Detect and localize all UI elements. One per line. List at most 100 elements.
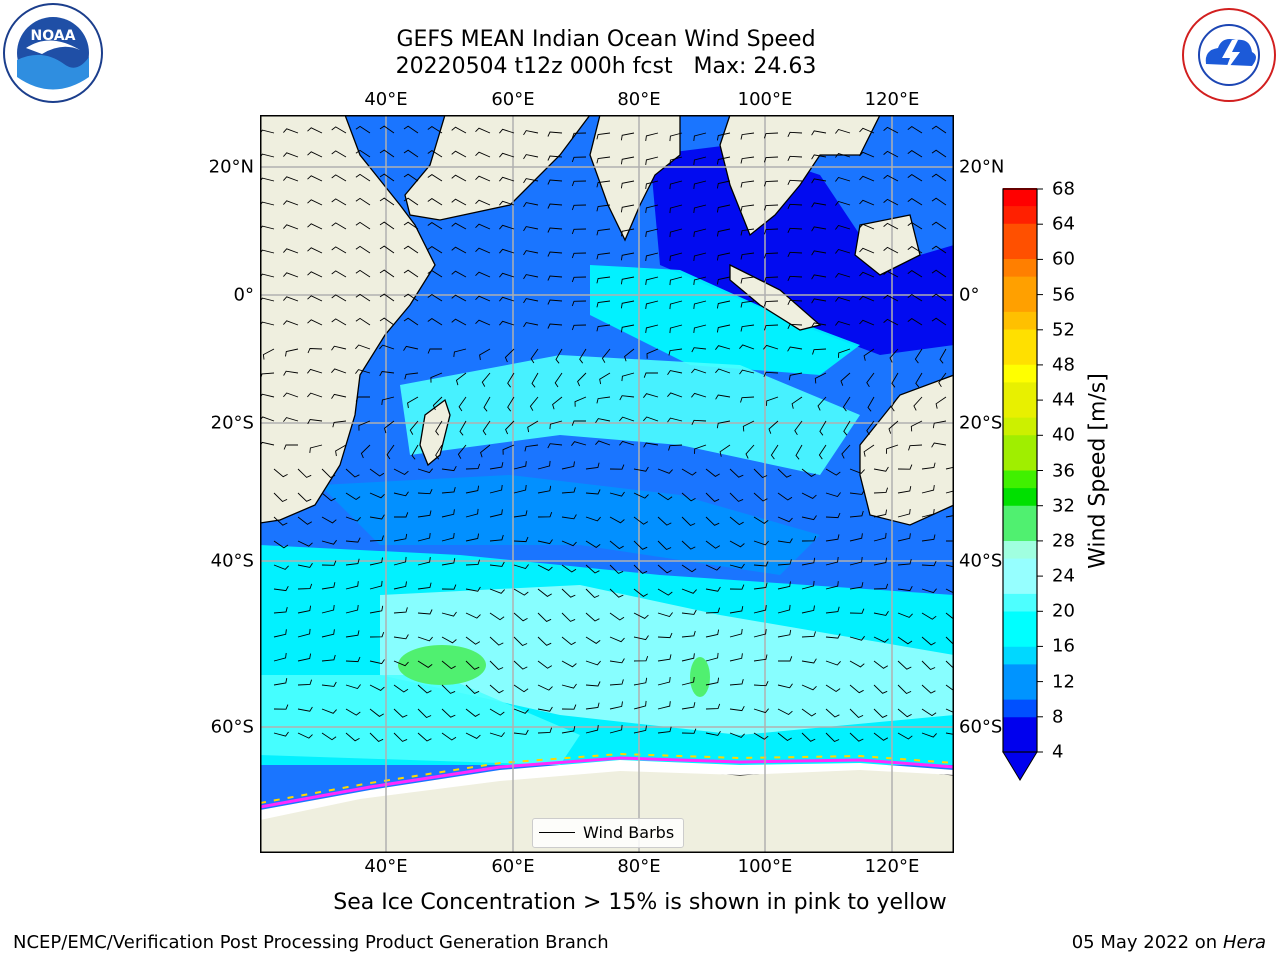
wind-barb [609,491,625,497]
wind-barb [403,245,419,254]
wind-barb [321,681,337,687]
wind-barb [297,679,313,686]
wind-barb [873,509,888,518]
wind-barb [513,660,528,670]
wind-barb [859,319,875,326]
wind-barb [763,344,779,350]
wind-barb [499,296,515,302]
wind-barb [451,174,467,182]
wind-barb [465,612,481,619]
wind-barb [753,492,768,502]
wind-barb [620,180,635,189]
wind-barb [441,486,456,494]
wind-barb [417,708,432,719]
wind-barb [417,582,432,590]
wind-barb [379,173,395,182]
wind-barb [411,444,419,460]
wind-barb [715,368,731,374]
wind-barb [643,442,659,448]
wind-barb [489,561,505,567]
nws-logo [1180,6,1278,104]
wind-barb [297,540,313,547]
lat-label-right: 20°N [959,156,1005,178]
wind-barb [307,419,323,425]
wind-barb [417,557,431,566]
wind-barb [897,660,912,670]
wind-barb [403,125,419,134]
wind-barb [404,372,419,380]
wind-barb [441,509,455,518]
wind-barb [897,486,912,494]
wind-barb [729,563,745,569]
chart-title-line2: 20220504 t12z 000h fcst Max: 24.63 [395,54,817,79]
wind-barb [633,492,649,499]
wind-barb [931,269,947,278]
colorbar-bin [1003,364,1037,383]
wind-barb [825,732,840,743]
wind-barb [645,156,659,165]
wind-barb [297,516,313,525]
band-calm-north [650,145,954,355]
wind-barb [331,198,347,206]
wind-barb [645,180,659,189]
wind-barb [763,324,779,331]
wind-barb [763,156,779,163]
wind-barb [307,271,323,278]
wind-barb [379,317,395,326]
wind-barb [657,612,673,618]
wind-barb [427,126,443,134]
wind-barb [369,492,385,499]
wind-barb [825,581,839,590]
wind-barb [321,582,336,590]
wind-barb [859,199,875,206]
wind-barb [547,155,563,161]
wind-barb [693,204,707,213]
wind-barb [946,540,954,542]
lat-label-right: 20°S [959,412,1003,434]
wind-barb [657,654,672,662]
wind-barb [609,612,625,621]
wind-barb [945,708,954,714]
wind-barb [705,586,721,592]
wind-barb [537,460,551,470]
wind-barb [913,396,923,411]
wind-barb [705,516,720,526]
wind-barb [693,228,707,237]
wind-barb [394,512,409,518]
wind-barb [554,372,563,388]
wind-barb [897,585,913,592]
wind-barb [571,324,587,331]
wind-barb [547,179,563,185]
colorbar-bin [1003,452,1037,471]
colorbar-tick-label: 24 [1052,565,1075,587]
wind-barb [451,222,467,230]
wind-barb [910,420,923,432]
wind-barb [331,174,347,182]
wind-barb [873,532,887,542]
wind-barb [465,533,480,542]
wind-barb [599,372,611,385]
wind-barb [427,294,443,302]
wind-barb [729,705,745,712]
wind-barb [763,252,779,259]
wind-barb [715,394,731,400]
wind-barb [273,704,289,710]
wind-barb [921,636,936,646]
wind-barb [768,420,779,434]
wind-barb [355,396,371,402]
wind-barb [840,372,851,386]
wind-barb [740,180,755,188]
wind-barb [693,132,707,141]
wind-barb [273,468,288,478]
colorbar-bin [1003,381,1037,401]
colorbar-bin [1003,558,1037,577]
wind-barb [499,224,515,230]
wind-barb [716,420,731,429]
wind-barb [897,558,912,566]
wind-barb [873,732,889,741]
legend-line-swatch [539,832,575,833]
chart-title-line1: GEFS MEAN Indian Ocean Wind Speed [396,27,816,52]
wind-barb [907,150,923,158]
wind-barb [811,130,827,136]
wind-barb [489,534,504,542]
